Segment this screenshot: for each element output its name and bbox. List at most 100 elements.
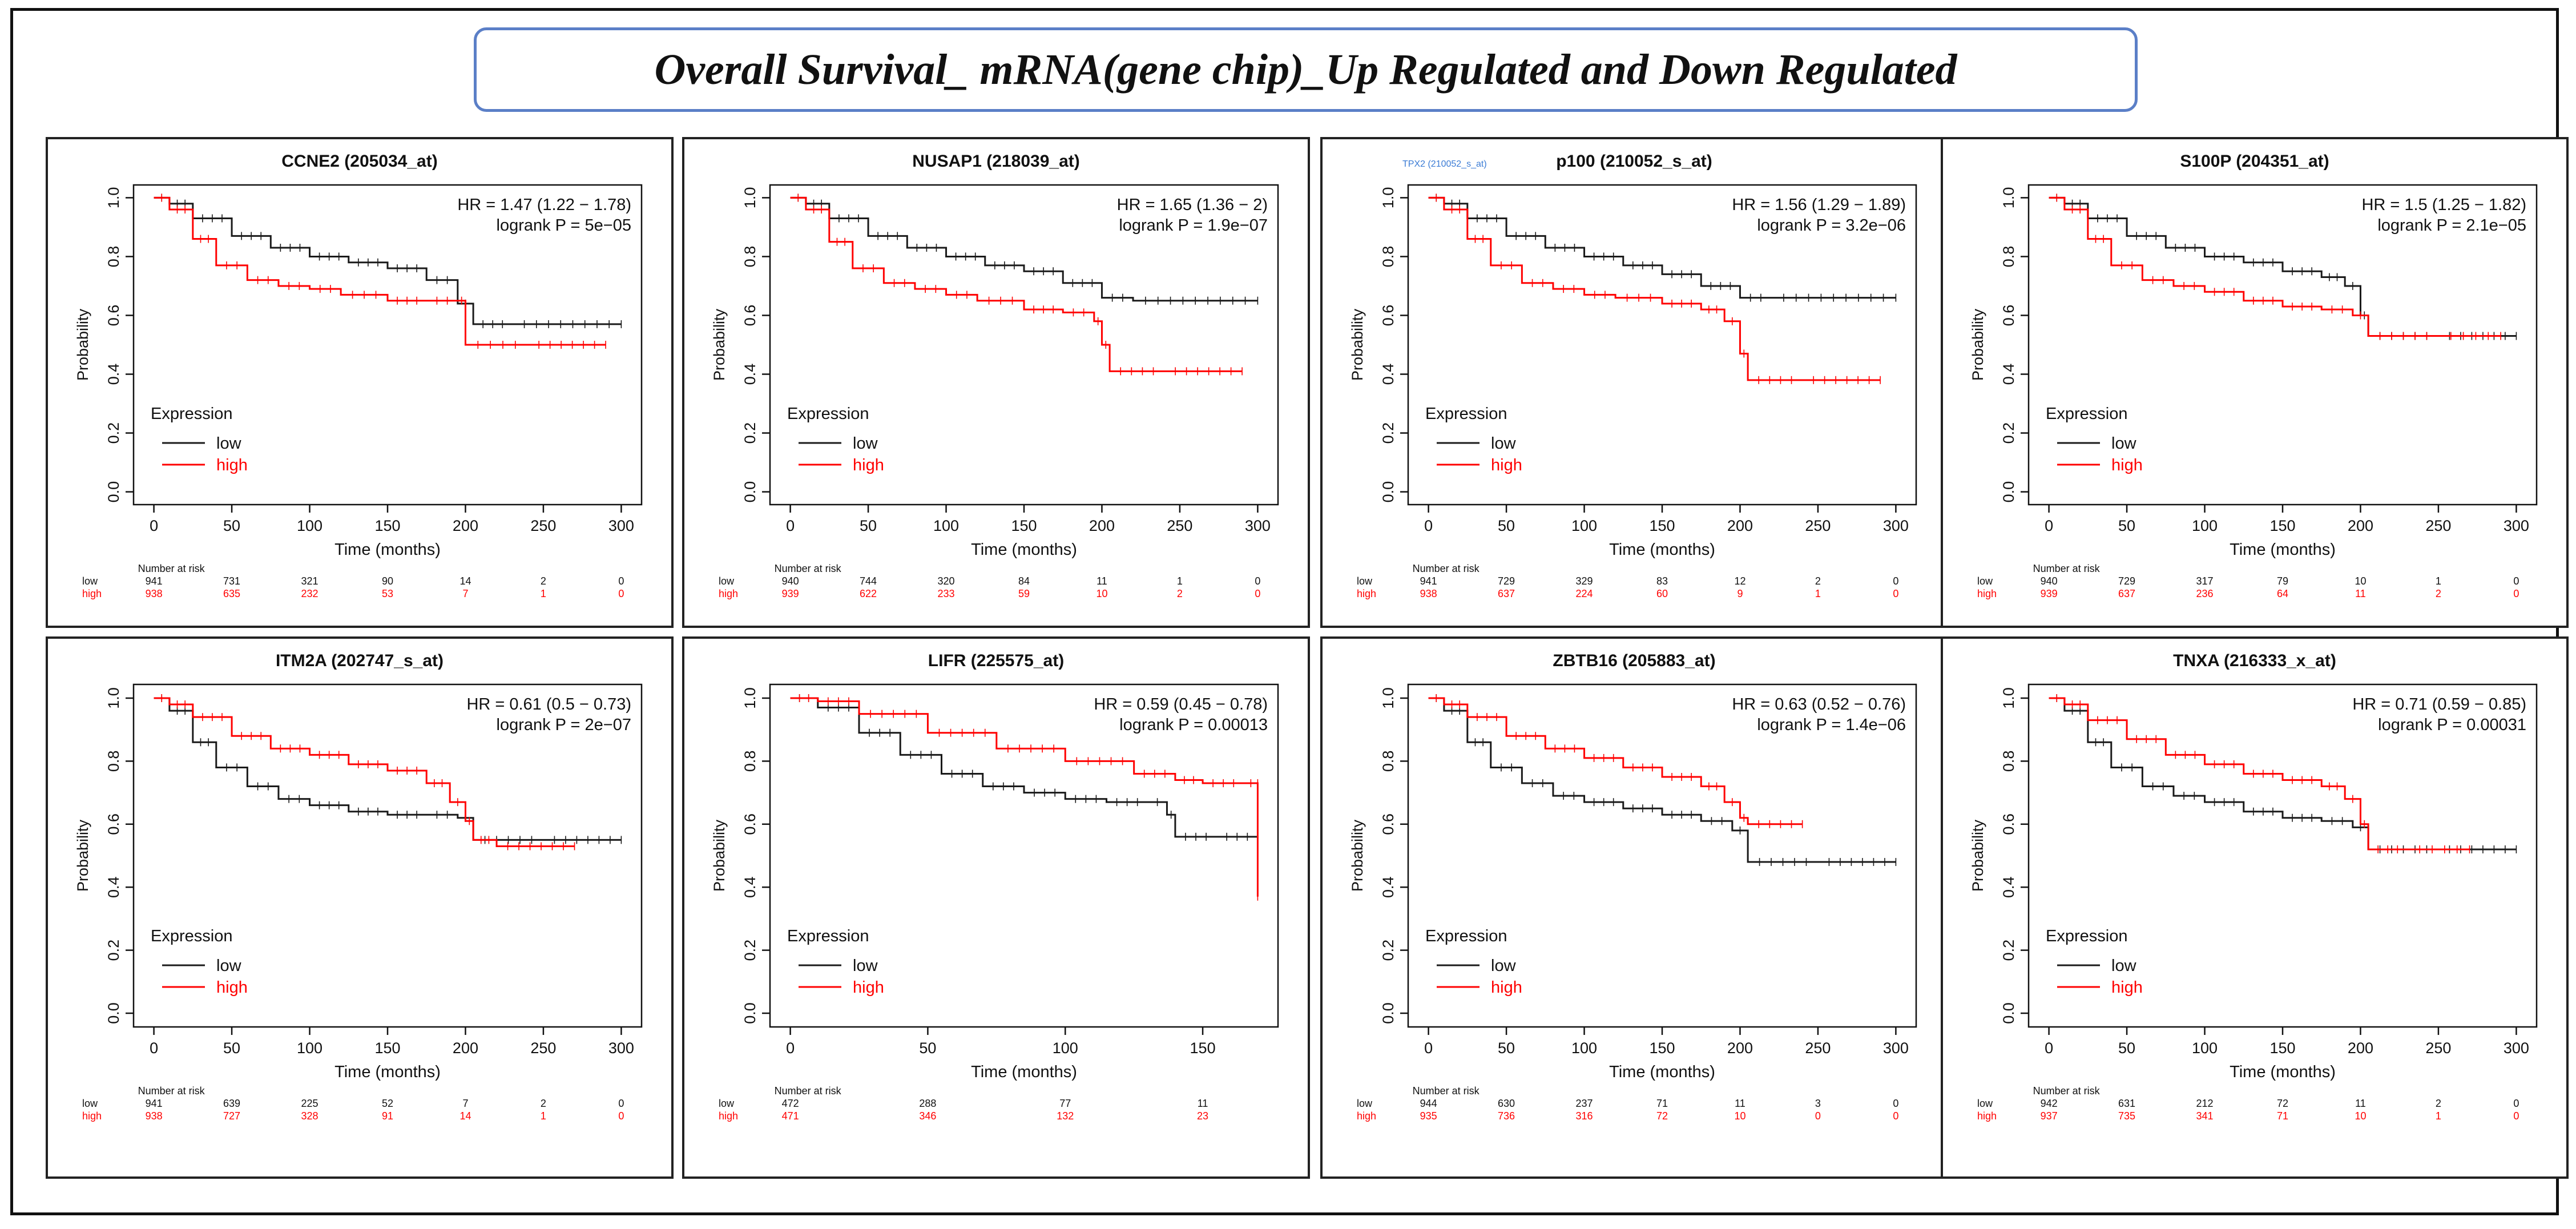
risk-table-header: Number at risk bbox=[138, 563, 205, 574]
y-tick-label: 0.2 bbox=[105, 422, 122, 444]
risk-count-high: 736 bbox=[1498, 1110, 1515, 1122]
km-curve-high bbox=[2049, 196, 2501, 337]
legend-title: Expression bbox=[787, 927, 869, 945]
risk-count-high: 10 bbox=[1096, 588, 1107, 599]
risk-count-low: 11 bbox=[2355, 1098, 2366, 1109]
logrank-annotation: logrank P = 1.9e−07 bbox=[1119, 216, 1268, 235]
risk-table-header: Number at risk bbox=[2033, 563, 2101, 574]
logrank-annotation: logrank P = 2e−07 bbox=[497, 716, 632, 734]
y-tick-label: 0.2 bbox=[2000, 940, 2017, 961]
x-axis-label: Time (months) bbox=[2230, 541, 2336, 559]
risk-count-high: 0 bbox=[618, 588, 624, 599]
risk-count-high: 735 bbox=[2118, 1110, 2135, 1122]
x-tick-label: 150 bbox=[1190, 1039, 1216, 1057]
x-axis-label: Time (months) bbox=[334, 541, 441, 559]
risk-count-low: 320 bbox=[938, 575, 955, 587]
km-curve-low bbox=[790, 697, 1258, 838]
y-tick-label: 1.0 bbox=[105, 687, 122, 709]
x-tick-label: 300 bbox=[1245, 517, 1271, 534]
x-tick-label: 300 bbox=[608, 1039, 634, 1057]
x-tick-label: 200 bbox=[453, 1039, 478, 1057]
y-tick-label: 0.4 bbox=[1380, 876, 1397, 898]
risk-count-high: 9 bbox=[1737, 588, 1743, 599]
x-tick-label: 0 bbox=[2045, 517, 2053, 534]
risk-count-high: 2 bbox=[2436, 588, 2441, 599]
y-tick-label: 0.2 bbox=[1380, 940, 1397, 961]
legend-label-low: low bbox=[1491, 434, 1517, 453]
x-tick-label: 250 bbox=[2425, 1039, 2451, 1057]
risk-count-high: 939 bbox=[782, 588, 799, 599]
panel-title: S100P (204351_at) bbox=[2180, 152, 2329, 171]
risk-row-label-high: high bbox=[1977, 1110, 1997, 1122]
risk-count-low: 90 bbox=[382, 575, 393, 587]
risk-count-low: 0 bbox=[618, 1098, 624, 1109]
panel-title: CCNE2 (205034_at) bbox=[281, 152, 437, 171]
legend-label-high: high bbox=[216, 456, 248, 474]
risk-count-high: 341 bbox=[2196, 1110, 2214, 1122]
risk-count-low: 0 bbox=[1893, 575, 1898, 587]
risk-count-low: 11 bbox=[1198, 1098, 1208, 1109]
risk-count-low: 2 bbox=[2436, 1098, 2441, 1109]
km-curve-high bbox=[790, 697, 1259, 897]
risk-count-high: 233 bbox=[938, 588, 955, 599]
km-chart-svg: p100 (210052_s_at) TPX2 (210052_s_at) 0.0 0… bbox=[1349, 152, 1917, 599]
risk-count-low: 3 bbox=[1815, 1098, 1821, 1109]
km-chart-svg: ITM2A (202747_s_at) 0.0 0.2 0.4 0.6 0.8 1.0 0 50… bbox=[74, 651, 643, 1122]
risk-count-high: 0 bbox=[1893, 1110, 1898, 1122]
hr-annotation: HR = 1.5 (1.25 − 1.82) bbox=[2361, 196, 2526, 214]
risk-count-low: 321 bbox=[301, 575, 319, 587]
risk-count-low: 83 bbox=[1656, 575, 1668, 587]
y-tick-label: 0.2 bbox=[741, 940, 759, 961]
risk-count-high: 727 bbox=[223, 1110, 240, 1122]
risk-row-label-high: high bbox=[1357, 1110, 1376, 1122]
risk-row-label-high: high bbox=[719, 1110, 738, 1122]
km-curve-low bbox=[2049, 697, 2517, 851]
legend-title: Expression bbox=[151, 405, 232, 423]
hr-annotation: HR = 1.65 (1.36 − 2) bbox=[1117, 196, 1268, 214]
risk-count-low: 2 bbox=[1815, 575, 1821, 587]
risk-count-high: 635 bbox=[223, 588, 240, 599]
y-axis-label: Probability bbox=[74, 308, 91, 381]
legend-label-low: low bbox=[853, 434, 878, 453]
title-box: Overall Survival_ mRNA(gene chip)_Up Reg… bbox=[474, 27, 2138, 112]
legend-label-low: low bbox=[2111, 434, 2137, 453]
risk-count-low: 1 bbox=[1177, 575, 1183, 587]
y-tick-label: 0.2 bbox=[2000, 422, 2017, 444]
risk-row-label-low: low bbox=[82, 1098, 98, 1109]
x-tick-label: 150 bbox=[1011, 517, 1037, 534]
risk-count-high: 72 bbox=[1656, 1110, 1668, 1122]
legend-title: Expression bbox=[2046, 927, 2127, 945]
km-curve-high bbox=[1428, 697, 1803, 825]
plot-frame bbox=[132, 683, 643, 1028]
panel-title: ITM2A (202747_s_at) bbox=[276, 651, 444, 670]
y-tick-label: 1.0 bbox=[741, 687, 759, 709]
risk-count-low: 744 bbox=[860, 575, 877, 587]
legend-label-high: high bbox=[2111, 978, 2143, 997]
logrank-annotation: logrank P = 0.00031 bbox=[2378, 716, 2526, 734]
risk-count-high: 132 bbox=[1057, 1110, 1074, 1122]
risk-row-label-low: low bbox=[1977, 575, 1993, 587]
y-tick-label: 0.8 bbox=[1380, 246, 1397, 268]
x-axis-label: Time (months) bbox=[1609, 1063, 1715, 1081]
y-tick-label: 0.0 bbox=[1380, 481, 1397, 503]
legend-label-low: low bbox=[853, 957, 878, 975]
risk-count-high: 328 bbox=[301, 1110, 319, 1122]
risk-table-header: Number at risk bbox=[2033, 1085, 2101, 1097]
y-axis-label: Probability bbox=[1349, 308, 1366, 381]
x-tick-label: 150 bbox=[374, 517, 400, 534]
risk-count-low: 941 bbox=[1420, 575, 1437, 587]
legend-label-high: high bbox=[853, 456, 884, 474]
risk-count-high: 10 bbox=[1734, 1110, 1745, 1122]
y-tick-label: 0.6 bbox=[1380, 305, 1397, 327]
risk-table-header: Number at risk bbox=[138, 1085, 205, 1097]
x-tick-label: 50 bbox=[223, 1039, 240, 1057]
x-tick-label: 100 bbox=[2192, 1039, 2218, 1057]
page-title: Overall Survival_ mRNA(gene chip)_Up Reg… bbox=[654, 45, 1957, 94]
km-panel-ccne2: CCNE2 (205034_at) 0.0 0.2 0.4 0.6 0.8 1.0 0 50 10… bbox=[46, 137, 674, 628]
risk-count-high: 23 bbox=[1197, 1110, 1208, 1122]
y-tick-label: 0.6 bbox=[2000, 305, 2017, 327]
panel-title: TNXA (216333_x_at) bbox=[2173, 651, 2336, 670]
risk-count-high: 346 bbox=[919, 1110, 936, 1122]
legend-label-high: high bbox=[2111, 456, 2143, 474]
logrank-annotation: logrank P = 1.4e−06 bbox=[1757, 716, 1906, 734]
